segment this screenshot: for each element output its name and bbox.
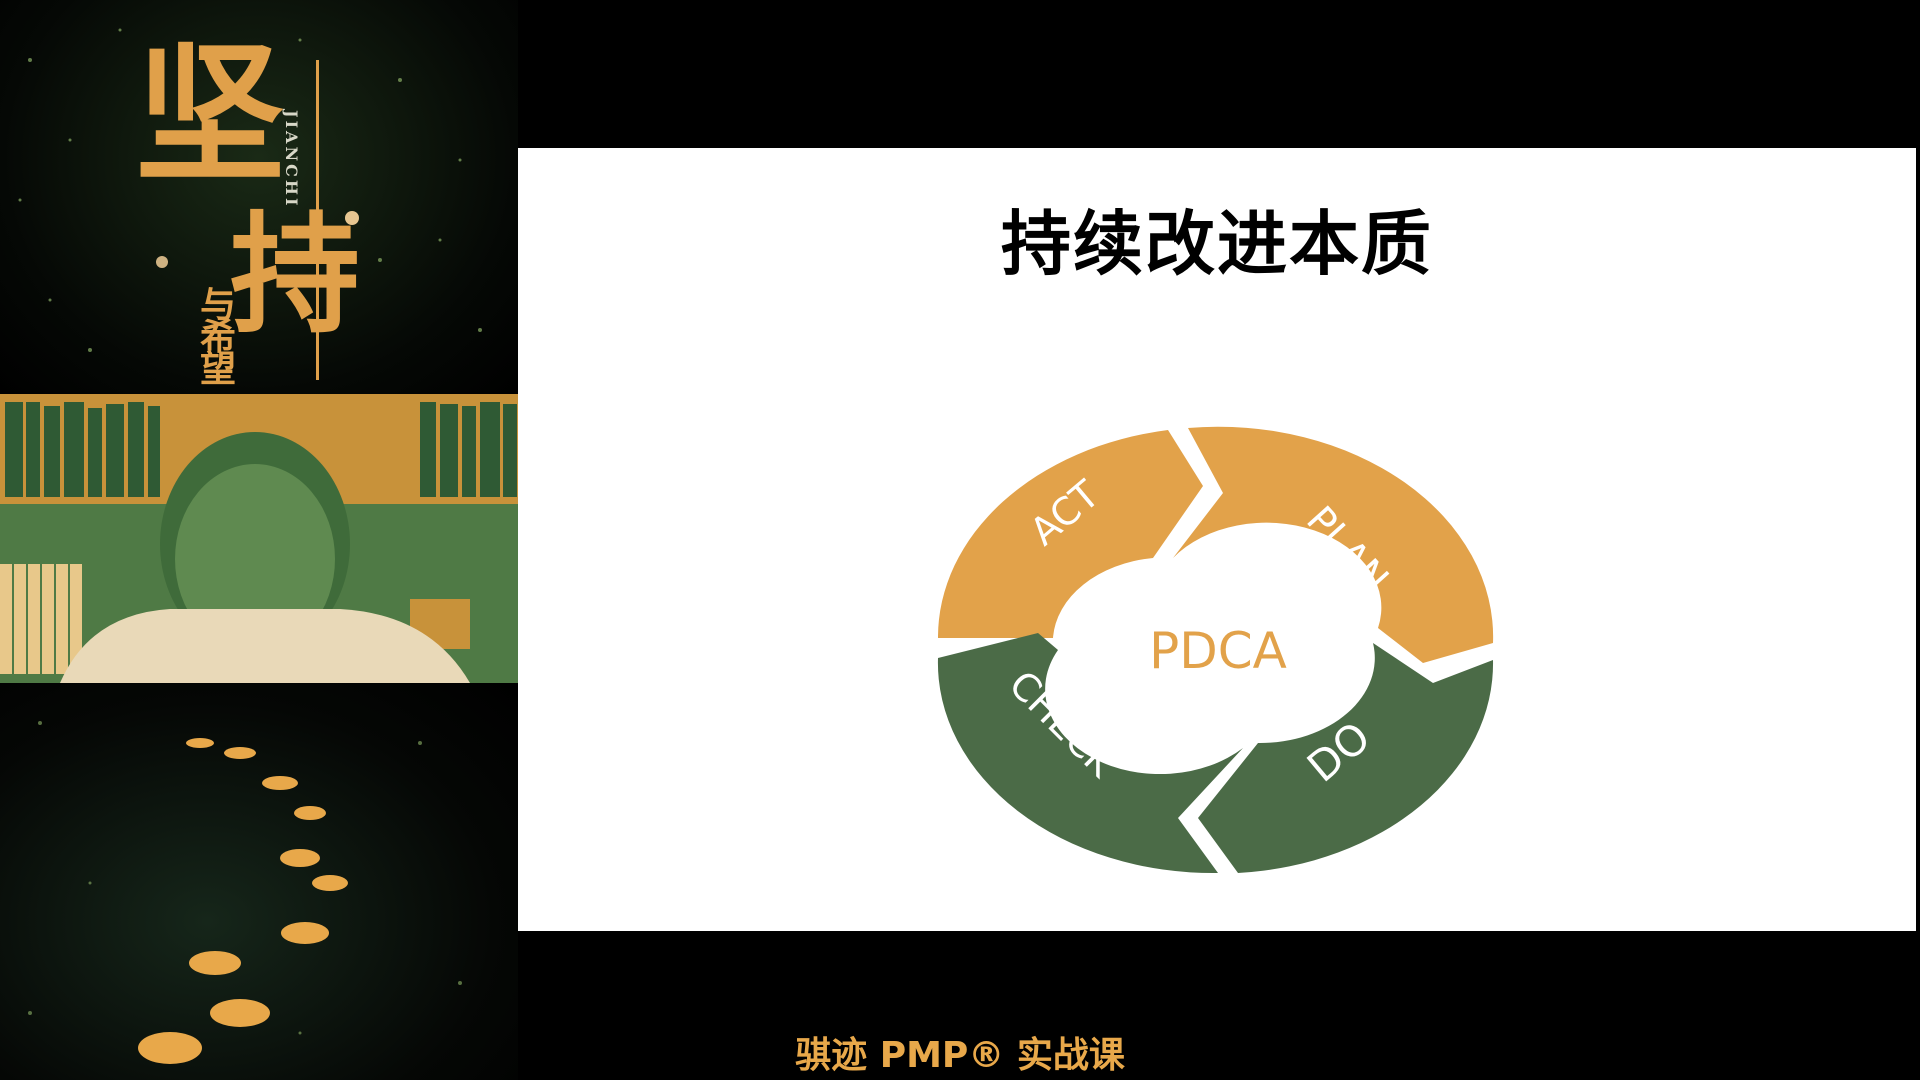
poster-subtitle-char-3: 望 — [200, 348, 237, 390]
pdca-segment-do — [1198, 643, 1494, 873]
pdca-segment-check — [937, 633, 1243, 874]
poster-bottom — [0, 683, 518, 1080]
slide: 持续改进本质 ACT PLAN DO CHECK PDCA — [518, 148, 1916, 931]
poster-frame-line — [310, 60, 319, 380]
pdca-cycle-diagram: ACT PLAN DO CHECK PDCA — [937, 426, 1494, 874]
pdca-center-label: PDCA — [1149, 622, 1287, 680]
footprints-graphic — [28, 721, 462, 1064]
poster-main-char-1: 坚 — [135, 27, 286, 203]
poster-stars — [18, 28, 482, 352]
poster-top: 坚 持 JIANCHI 与 希 望 — [0, 0, 518, 394]
left-panel: 坚 持 JIANCHI 与 希 望 — [0, 0, 518, 1080]
slide-title: 持续改进本质 — [1001, 203, 1433, 285]
poster-main-char-2: 持 — [230, 198, 361, 351]
poster-subtitle-char-2: 希 — [200, 316, 237, 358]
pdca-segment-plan — [1173, 426, 1494, 663]
webcam-feed — [0, 394, 518, 683]
webcam-scene — [0, 394, 518, 683]
poster-subtitle-char-1: 与 — [200, 284, 237, 326]
poster-pinyin: JIANCHI — [282, 110, 301, 209]
course-title-footer: 骐迹 PMP® 实战课 — [795, 1035, 1125, 1076]
pdca-segment-act — [937, 430, 1203, 638]
